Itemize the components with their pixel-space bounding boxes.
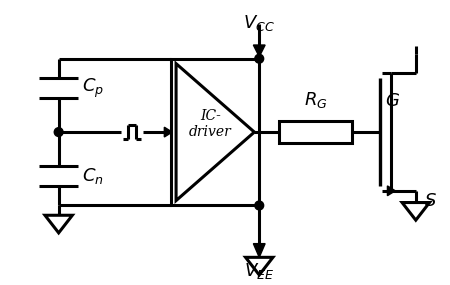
Text: $V_{EE}$: $V_{EE}$ xyxy=(244,261,274,281)
Polygon shape xyxy=(164,127,172,137)
Text: $S$: $S$ xyxy=(423,192,436,209)
Text: $C_n$: $C_n$ xyxy=(82,166,104,186)
Text: $C_p$: $C_p$ xyxy=(82,76,104,100)
Bar xyxy=(171,59,259,205)
Circle shape xyxy=(255,201,264,210)
Text: $G$: $G$ xyxy=(386,91,400,110)
Circle shape xyxy=(255,54,264,63)
Text: $V_{CC}$: $V_{CC}$ xyxy=(243,13,275,33)
Circle shape xyxy=(54,128,63,137)
Text: IC-
driver: IC- driver xyxy=(189,109,232,139)
Polygon shape xyxy=(253,244,265,257)
Bar xyxy=(279,121,352,143)
Text: $R_G$: $R_G$ xyxy=(304,89,327,110)
Polygon shape xyxy=(253,45,265,57)
Polygon shape xyxy=(387,186,395,196)
